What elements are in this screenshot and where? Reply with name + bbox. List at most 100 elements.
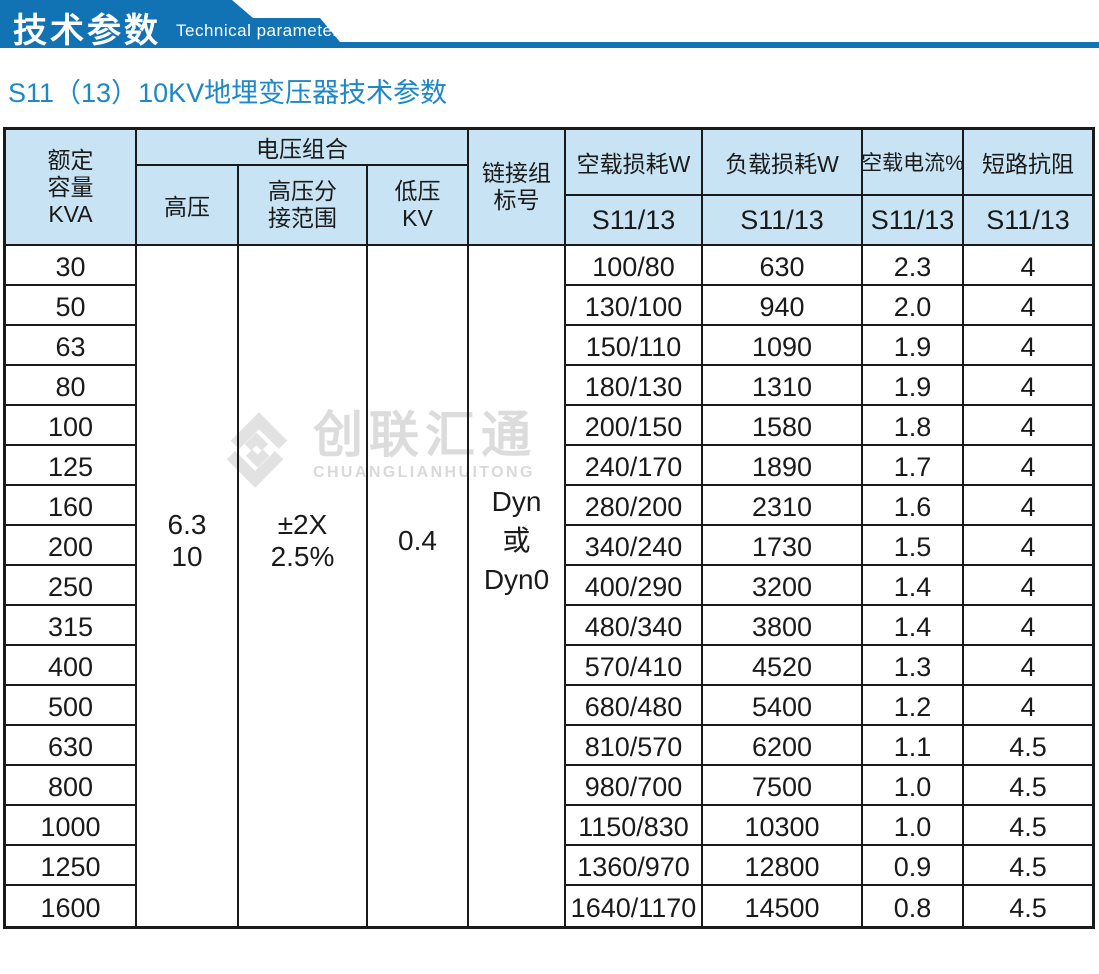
page-title: S11（13）10KV地埋变压器技术参数: [8, 78, 448, 108]
load-loss-cell: 1090: [703, 326, 863, 366]
no-load-loss-cell: 240/170: [566, 446, 703, 486]
header-model-impedance: S11/13: [964, 196, 1092, 246]
header-banner: 技术参数 Technical parameter: [0, 0, 1099, 50]
header-load-loss: 负载损耗W: [703, 130, 863, 196]
no-load-current-cell: 2.3: [863, 246, 964, 286]
no-load-loss-cell: 400/290: [566, 566, 703, 606]
no-load-current-cell: 0.9: [863, 846, 964, 886]
impedance-cell: 4: [964, 366, 1092, 406]
no-load-loss-cell: 200/150: [566, 406, 703, 446]
no-load-loss-cell: 570/410: [566, 646, 703, 686]
header-no-load-current: 空载电流%: [861, 130, 964, 196]
impedance-cell: 4: [964, 486, 1092, 526]
no-load-loss-cell: 980/700: [566, 766, 703, 806]
load-loss-cell: 940: [703, 286, 863, 326]
load-loss-cell: 1580: [703, 406, 863, 446]
impedance-cell: 4: [964, 526, 1092, 566]
header-low-voltage: 低压 KV: [368, 166, 469, 246]
impedance-cell: 4: [964, 246, 1092, 286]
table-grid: 额定 容量 KVA 电压组合 高压 高压分 接范围 低压 KV 链接组 标号 空…: [3, 127, 1095, 929]
no-load-loss-cell: 1640/1170: [566, 886, 703, 926]
no-load-loss-cell: 150/110: [566, 326, 703, 366]
capacity-cell: 500: [6, 686, 137, 726]
impedance-cell: 4: [964, 446, 1092, 486]
no-load-loss-cell: 180/130: [566, 366, 703, 406]
no-load-loss-cell: 340/240: [566, 526, 703, 566]
banner-title: 技术参数: [13, 12, 161, 50]
impedance-cell: 4.5: [964, 726, 1092, 766]
no-load-current-cell: 1.6: [863, 486, 964, 526]
load-loss-cell: 12800: [703, 846, 863, 886]
capacity-cell: 200: [6, 526, 137, 566]
impedance-cell: 4.5: [1009, 892, 1047, 923]
impedance-cell: 4: [964, 566, 1092, 606]
spec-table: 创联汇通 CHUANGLIANHUITONG 额定 容量 KVA 电压组合 高压…: [3, 127, 1095, 929]
load-loss-cell: 2310: [703, 486, 863, 526]
header-model-no-load-loss: S11/13: [566, 196, 703, 246]
no-load-current-cell: 1.9: [863, 326, 964, 366]
no-load-current-cell: 1.0: [863, 766, 964, 806]
capacity-cell: 400: [6, 646, 137, 686]
capacity-cell: 125: [6, 446, 137, 486]
capacity-cell: 160: [6, 486, 137, 526]
header-model-load-loss: S11/13: [703, 196, 863, 246]
no-load-loss-cell: 480/340: [566, 606, 703, 646]
no-load-current-cell: 1.7: [863, 446, 964, 486]
no-load-loss-cell: 1150/830: [566, 806, 703, 846]
impedance-cell: 4: [964, 606, 1092, 646]
capacity-cell: 1600: [6, 886, 137, 926]
load-loss-cell: 1310: [703, 366, 863, 406]
no-load-loss-cell: 280/200: [566, 486, 703, 526]
no-load-current-cell: 2.0: [863, 286, 964, 326]
load-loss-cell: 5400: [703, 686, 863, 726]
no-load-current-cell: 1.0: [863, 806, 964, 846]
capacity-cell: 63: [6, 326, 137, 366]
header-high-voltage: 高压: [137, 166, 239, 246]
banner-subtitle: Technical parameter: [176, 21, 339, 40]
capacity-cell: 1250: [6, 846, 137, 886]
no-load-current-cell: 1.4: [863, 566, 964, 606]
impedance-cell: 4: [964, 406, 1092, 446]
capacity-cell: 30: [6, 246, 137, 286]
load-loss-cell: 3200: [703, 566, 863, 606]
impedance-cell: 4.5: [964, 766, 1092, 806]
no-load-loss-cell: 810/570: [566, 726, 703, 766]
impedance-cell: 4: [964, 646, 1092, 686]
capacity-cell: 630: [6, 726, 137, 766]
capacity-cell: 50: [6, 286, 137, 326]
impedance-cell: 4.5: [964, 806, 1092, 846]
header-vector-group: 链接组 标号: [469, 130, 566, 246]
load-loss-cell: 6200: [703, 726, 863, 766]
capacity-cell: 80: [6, 366, 137, 406]
no-load-loss-cell: 100/80: [566, 246, 703, 286]
header-hv-tap-range: 高压分 接范围: [239, 166, 368, 246]
capacity-cell: 250: [6, 566, 137, 606]
capacity-cell: 1000: [6, 806, 137, 846]
no-load-current-cell: 1.5: [863, 526, 964, 566]
capacity-cell: 315: [6, 606, 137, 646]
merged-hv-tap-value: ±2X 2.5%: [239, 246, 368, 926]
no-load-loss-cell: 1360/970: [566, 846, 703, 886]
no-load-current-cell: 1.9: [863, 366, 964, 406]
no-load-current-cell: 1.3: [863, 646, 964, 686]
load-loss-cell: 1730: [703, 526, 863, 566]
no-load-loss-cell: 680/480: [566, 686, 703, 726]
load-loss-cell: 1890: [703, 446, 863, 486]
load-loss-cell: 630: [703, 246, 863, 286]
capacity-cell: 800: [6, 766, 137, 806]
no-load-current-cell: 0.8: [863, 886, 964, 926]
merged-lv-value: 0.4: [368, 246, 469, 926]
capacity-cell: 100: [6, 406, 137, 446]
banner-ribbon-shape: [0, 0, 1099, 48]
merged-vector-value: Dyn 或 Dyn0: [469, 246, 566, 926]
no-load-current-cell: 1.8: [863, 406, 964, 446]
header-rated-capacity: 额定 容量 KVA: [6, 130, 137, 246]
load-loss-cell: 14500: [703, 886, 863, 926]
header-model-no-load-current: S11/13: [863, 196, 964, 246]
impedance-cell: 4: [964, 286, 1092, 326]
load-loss-cell: 3800: [703, 606, 863, 646]
no-load-current-cell: 1.1: [863, 726, 964, 766]
merged-hv-value: 6.3 10: [137, 246, 239, 926]
header-no-load-loss: 空载损耗W: [566, 130, 703, 196]
header-impedance: 短路抗阻: [964, 130, 1092, 196]
